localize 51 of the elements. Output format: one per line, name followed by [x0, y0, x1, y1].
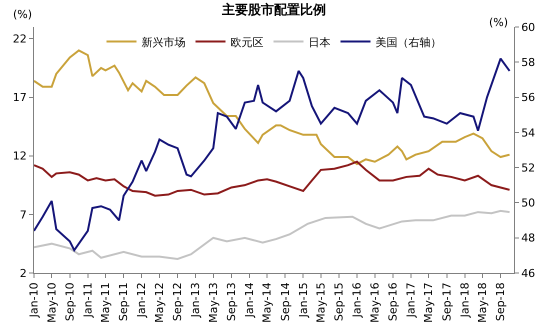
x-tick-label: Jan-10 — [28, 282, 41, 318]
x-tick-label: May-12 — [153, 282, 166, 323]
line-series — [34, 49, 511, 166]
y2-tick-label: 60 — [521, 20, 536, 34]
x-tick-label: Jan-11 — [81, 282, 94, 318]
x-tick-label: Sep-10 — [63, 282, 76, 322]
y-tick-label: 22 — [12, 32, 27, 46]
chart-title: 主要股市配置比例 — [221, 2, 326, 18]
x-tick-label: Sep-11 — [117, 282, 130, 322]
legend-label: 新兴市场 — [142, 36, 186, 49]
y-tick-label: 12 — [12, 150, 27, 163]
x-tick-label: May-11 — [99, 282, 112, 323]
x-tick-label: Sep-12 — [171, 282, 184, 322]
x-tick-label: Jan-18 — [458, 282, 472, 318]
y2-tick-label: 58 — [521, 56, 536, 69]
legend-label: 美国（右轴） — [376, 36, 442, 49]
x-tick-label: May-13 — [206, 282, 220, 323]
x-tick-label: May-15 — [314, 282, 328, 323]
y2-tick-label: 54 — [521, 126, 536, 140]
x-tick-label: Jan-16 — [350, 282, 364, 318]
legend-label: 欧元区 — [230, 36, 264, 49]
x-tick-label: Sep-17 — [440, 282, 454, 322]
y-tick-label: 2 — [20, 266, 27, 280]
x-tick-label: Jan-14 — [242, 282, 256, 318]
y-tick-label: 17 — [12, 91, 27, 104]
legend-label: 日本 — [308, 36, 330, 49]
x-tick-label: Sep-14 — [278, 282, 292, 322]
x-tick-label: Sep-16 — [386, 282, 400, 322]
x-tick-label: Sep-15 — [332, 282, 346, 322]
line-series — [34, 58, 511, 252]
x-tick-label: May-14 — [260, 282, 274, 323]
y2-tick-label: 56 — [521, 91, 536, 104]
x-tick-label: Jan-17 — [404, 282, 418, 318]
y2-axis-title: (%) — [489, 16, 508, 29]
line-series — [34, 210, 511, 260]
x-tick-label: May-17 — [422, 282, 436, 323]
y-tick-label: 7 — [20, 208, 27, 222]
x-tick-label: Sep-18 — [494, 282, 508, 322]
x-tick-label: May-16 — [368, 282, 382, 323]
y2-tick-label: 46 — [521, 266, 536, 280]
x-tick-label: Jan-15 — [296, 282, 310, 318]
y2-tick-label: 50 — [521, 196, 536, 210]
y-axis-title: (%) — [13, 8, 32, 21]
x-tick-label: Jan-13 — [189, 282, 202, 318]
y2-tick-label: 48 — [521, 232, 536, 245]
x-tick-label: Sep-13 — [224, 282, 238, 322]
x-tick-label: May-10 — [45, 282, 58, 323]
y2-tick-label: 52 — [521, 161, 536, 174]
x-tick-label: May-18 — [476, 282, 490, 323]
x-tick-label: Jan-12 — [135, 282, 148, 318]
line-series — [34, 160, 511, 197]
